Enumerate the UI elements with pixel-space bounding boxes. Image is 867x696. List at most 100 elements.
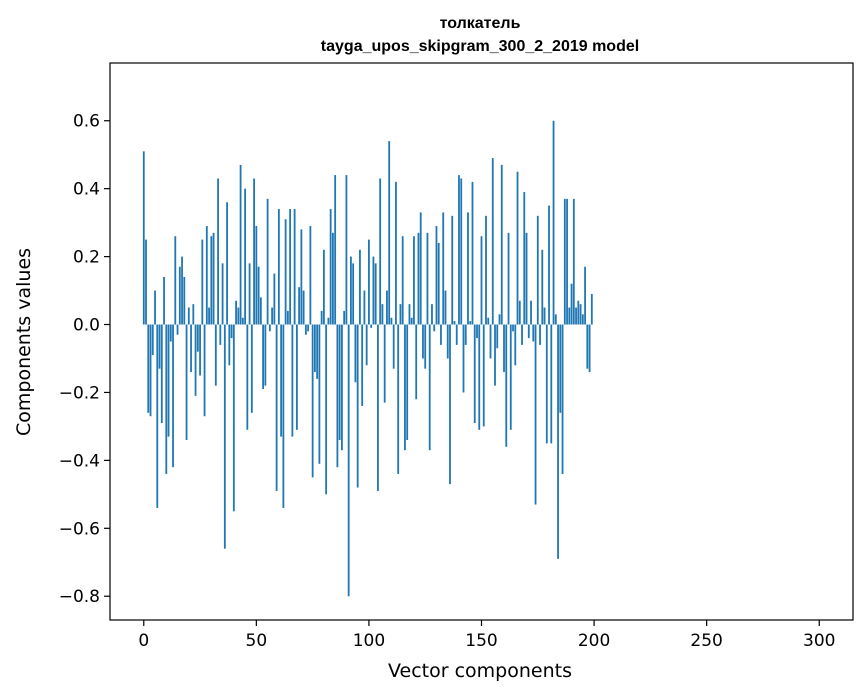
bar [185,324,188,440]
bar [347,324,350,597]
bar [223,324,226,549]
bar [397,324,400,474]
bar [489,324,492,359]
bar [476,324,478,339]
bar [507,232,510,325]
bar [381,304,384,325]
bar [584,266,586,325]
bar [280,324,283,437]
bar [300,229,303,325]
bar [286,310,289,325]
bar [575,307,577,325]
bar [169,324,172,342]
bar [471,181,474,325]
bar [435,226,438,325]
bar [228,324,231,366]
y-tick-label: −0.6 [59,519,100,539]
bar [309,226,312,325]
x-axis-label: Vector components [388,660,572,682]
bar [266,198,269,325]
bar [514,324,517,366]
bar [386,290,388,325]
bar [446,324,449,359]
bar [413,236,415,325]
bar [586,324,589,369]
bar [458,175,460,325]
chart-title-line-1: толкатель [440,15,521,32]
y-tick-label: 0.0 [73,316,100,336]
bar [545,324,548,444]
bar [390,317,393,325]
bar [455,324,458,345]
bar [255,226,258,325]
bar [230,324,233,339]
bar [487,317,490,325]
bar [518,300,521,325]
bar [226,202,228,325]
bar [277,209,280,325]
bar [210,236,213,325]
bar [523,192,526,325]
bar [302,290,305,325]
plot-frame [109,62,854,621]
bar [383,324,386,403]
bar [160,324,163,424]
bar [530,300,532,325]
bar [345,175,348,325]
bar [478,324,481,430]
bar [273,273,276,325]
bar [467,212,469,325]
bar [525,232,528,325]
bar [388,141,391,325]
bar [322,249,325,325]
bar [494,324,496,386]
y-tick-label: −0.4 [59,451,100,471]
bar [259,297,262,325]
bar [568,307,571,325]
bar [541,249,544,325]
bar [572,198,575,325]
bar [253,178,255,325]
bar [181,256,183,325]
bar [404,324,406,451]
bar [370,324,373,328]
bar [579,304,582,325]
bar [361,324,364,407]
bar [550,324,553,444]
bar [577,300,580,325]
bar [275,324,278,491]
bar [516,171,519,325]
bar [590,293,593,325]
x-tick-label: 100 [353,631,385,651]
bar [341,324,343,451]
bar [451,215,454,325]
bar [354,324,357,383]
bar [469,321,472,325]
bar [442,212,445,325]
x-tick-label: 200 [578,631,610,651]
bar [374,263,377,325]
bar [352,263,355,325]
bar [320,310,323,325]
bar [149,324,152,417]
bar [318,324,321,464]
bar [559,324,562,413]
bar [336,324,339,468]
bar [201,239,204,325]
bar [368,239,370,325]
bar [377,324,379,491]
bar [176,324,179,335]
bar [433,324,436,332]
bar [147,324,150,413]
bar [334,175,337,325]
bar [406,324,409,440]
bar [172,324,174,468]
y-axis-label: Components values [13,248,35,436]
bar [426,232,429,325]
bar [174,236,177,325]
y-tick-label: −0.8 [59,587,100,607]
bar [214,324,217,386]
bar [460,178,463,325]
bar [154,290,156,325]
bar [444,290,447,325]
